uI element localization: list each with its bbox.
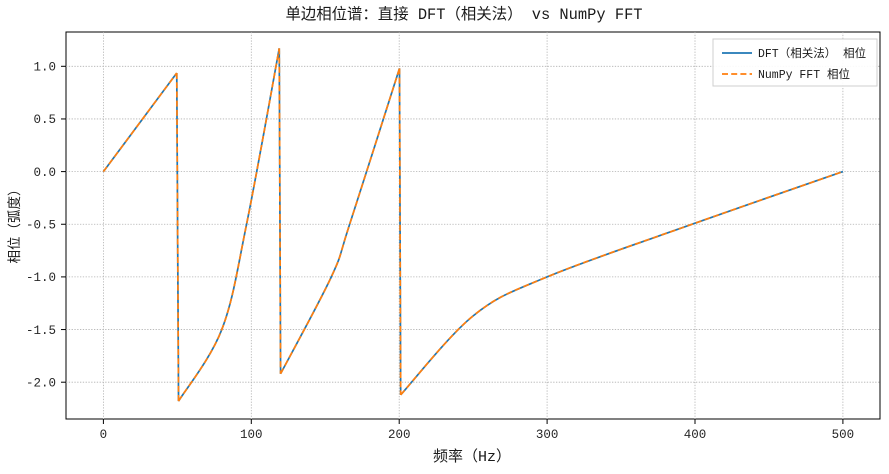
svg-text:500: 500 — [832, 428, 855, 442]
svg-text:频率（Hz）: 频率（Hz） — [433, 448, 511, 466]
svg-text:300: 300 — [536, 428, 559, 442]
svg-text:0: 0 — [100, 428, 108, 442]
svg-text:单边相位谱：直接 DFT（相关法） vs NumPy FFT: 单边相位谱：直接 DFT（相关法） vs NumPy FFT — [285, 5, 642, 24]
svg-text:NumPy FFT 相位: NumPy FFT 相位 — [758, 67, 850, 82]
svg-text:100: 100 — [240, 428, 263, 442]
svg-text:0.5: 0.5 — [33, 113, 56, 127]
svg-text:相位（弧度）: 相位（弧度） — [7, 183, 24, 264]
svg-text:0.0: 0.0 — [33, 166, 56, 180]
svg-text:-1.5: -1.5 — [26, 324, 56, 338]
svg-text:DFT（相关法） 相位: DFT（相关法） 相位 — [758, 46, 866, 61]
svg-text:-0.5: -0.5 — [26, 218, 56, 232]
svg-text:1.0: 1.0 — [33, 61, 56, 75]
svg-text:-2.0: -2.0 — [26, 376, 56, 390]
svg-text:200: 200 — [388, 428, 411, 442]
svg-text:400: 400 — [684, 428, 707, 442]
svg-text:-1.0: -1.0 — [26, 271, 56, 285]
